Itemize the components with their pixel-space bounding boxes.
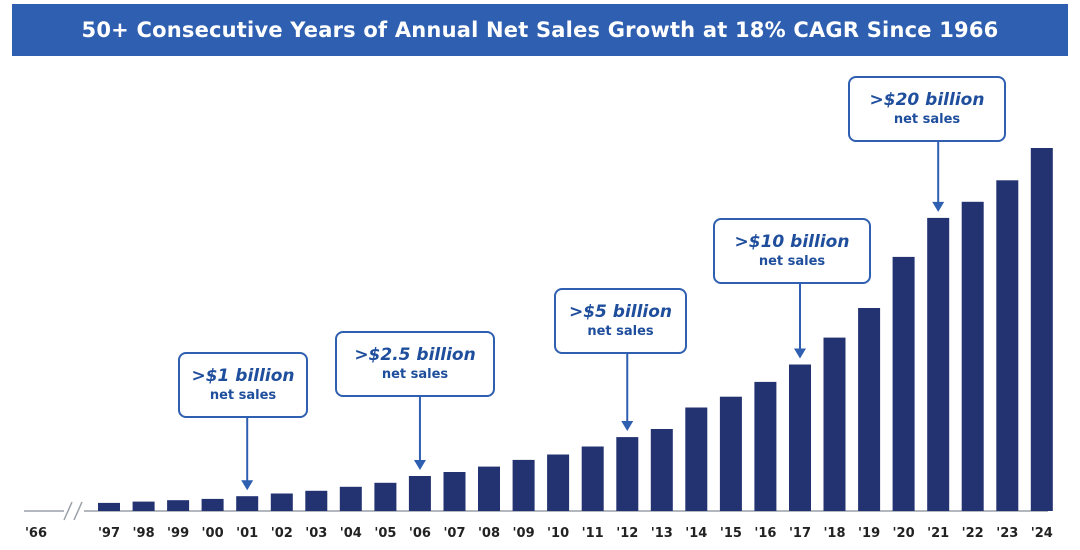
bar-y98 — [132, 501, 155, 511]
bar-y21 — [927, 217, 950, 511]
tick-label-y19: '19 — [858, 526, 880, 541]
bar-y16 — [754, 381, 777, 511]
bar-y19 — [858, 308, 881, 511]
tick-label-y05: '05 — [374, 526, 396, 541]
callout-2-5-billion-value: >$2.5 billion — [354, 345, 476, 365]
tick-label-y16: '16 — [754, 526, 776, 541]
tick-label-y20: '20 — [893, 526, 915, 541]
tick-label-y13: '13 — [651, 526, 673, 541]
callout-arrowhead-1 — [241, 480, 254, 491]
bar-y09 — [512, 459, 535, 511]
tick-label-y01: '01 — [236, 526, 258, 541]
bar-y03 — [305, 490, 328, 511]
tick-label-y08: '08 — [478, 526, 500, 541]
tick-label-y04: '04 — [340, 526, 362, 541]
tick-label-y06: '06 — [409, 526, 431, 541]
callout-5-billion-label: net sales — [587, 324, 654, 339]
callout-arrowhead-3 — [621, 421, 634, 432]
callout-1-billion-value: >$1 billion — [191, 366, 295, 386]
tick-label-y23: '23 — [996, 526, 1018, 541]
tick-label-y12: '12 — [616, 526, 638, 541]
tick-label-y09: '09 — [513, 526, 535, 541]
tick-label-y22: '22 — [962, 526, 984, 541]
callout-arrowhead-2 — [413, 460, 426, 471]
callout-5-billion-value: >$5 billion — [568, 302, 673, 322]
tick-label-y17: '17 — [789, 526, 811, 541]
tick-label-y99: '99 — [167, 526, 189, 541]
axis-break-mark-1 — [63, 501, 73, 521]
bar-y17 — [789, 364, 811, 511]
tick-label-y03: '03 — [305, 526, 327, 541]
callout-10-billion-label: net sales — [758, 254, 826, 269]
tick-label-y24: '24 — [1031, 526, 1053, 541]
bar-y18 — [823, 337, 846, 511]
tick-label-y18: '18 — [823, 526, 845, 541]
bar-y22 — [961, 201, 984, 512]
callout-2-5-billion-label: net sales — [381, 367, 449, 382]
bar-y10 — [547, 454, 570, 511]
bar-y01 — [236, 496, 259, 511]
bar-y23 — [996, 180, 1019, 512]
bar-y08 — [478, 466, 500, 511]
bar-y00 — [201, 498, 224, 511]
callout-10-billion-value: >$10 billion — [734, 232, 850, 252]
bar-y11 — [581, 446, 604, 511]
callout-10-billion: >$10 billion net sales — [713, 218, 871, 284]
bar-y05 — [374, 482, 397, 511]
tick-label-y07: '07 — [443, 526, 465, 541]
bar-y97 — [98, 502, 120, 511]
callout-5-billion: >$5 billion net sales — [554, 288, 687, 354]
tick-label-y14: '14 — [685, 526, 707, 541]
tick-label-y15: '15 — [720, 526, 742, 541]
tick-label-y00: '00 — [202, 526, 224, 541]
bar-y06 — [408, 476, 431, 511]
bar-y13 — [650, 429, 673, 511]
tick-label-y21: '21 — [927, 526, 949, 541]
bar-y02 — [270, 493, 293, 511]
callout-1-billion-label: net sales — [209, 388, 277, 403]
callout-arrowhead-4 — [794, 348, 806, 359]
callout-20-billion: >$20 billion net sales — [848, 76, 1006, 142]
tick-label-y02: '02 — [271, 526, 293, 541]
tick-label-y10: '10 — [547, 526, 569, 541]
bar-y24 — [1030, 148, 1053, 511]
bar-y20 — [892, 256, 915, 511]
tick-label-y98: '98 — [133, 526, 155, 541]
callout-20-billion-label: net sales — [893, 112, 961, 127]
bar-y15 — [719, 396, 742, 511]
chart-title: 50+ Consecutive Years of Annual Net Sale… — [81, 18, 999, 42]
tick-label-y66: '66 — [25, 526, 47, 541]
bar-y04 — [339, 486, 362, 511]
bar-y14 — [685, 407, 708, 511]
tick-label-y97: '97 — [98, 526, 120, 541]
bar-y07 — [443, 472, 466, 511]
title-banner: 50+ Consecutive Years of Annual Net Sale… — [12, 4, 1068, 56]
tick-label-y11: '11 — [582, 526, 604, 541]
axis-break-mark-2 — [73, 501, 83, 521]
callout-2-5-billion: >$2.5 billion net sales — [335, 331, 495, 397]
callout-20-billion-value: >$20 billion — [869, 90, 985, 110]
bar-y12 — [616, 437, 639, 511]
callout-arrowhead-5 — [932, 201, 945, 212]
bar-y99 — [167, 500, 190, 511]
callout-1-billion: >$1 billion net sales — [178, 352, 308, 418]
